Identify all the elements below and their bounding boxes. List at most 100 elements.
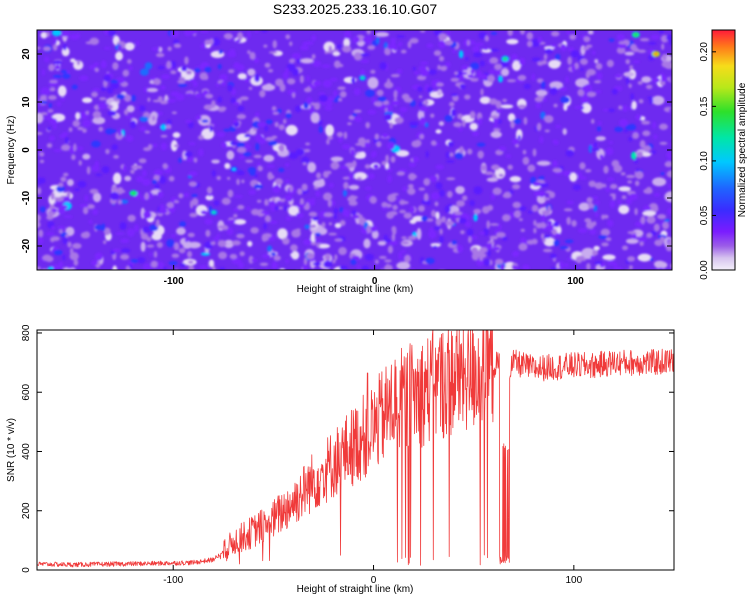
spectrogram-cell [69, 247, 74, 255]
spectrogram-cell [466, 39, 471, 46]
spectrogram-x-tick-label: 0 [372, 276, 378, 287]
spectrogram-cell [152, 115, 156, 121]
spectrogram-cell [189, 78, 196, 83]
spectrogram-cell [153, 169, 164, 176]
spectrogram-cell [500, 68, 510, 77]
spectrogram-cell [125, 115, 135, 119]
spectrogram-cell [61, 144, 71, 151]
spectrogram-cell [641, 76, 652, 83]
spectrogram-cell [339, 220, 346, 227]
spectrogram-cell [490, 48, 500, 52]
spectrogram-cell [138, 165, 143, 170]
spectrogram-cell [328, 222, 333, 226]
spectrogram-cell [209, 38, 214, 45]
spectrogram-cell [265, 83, 273, 89]
spectrogram-cell [351, 113, 358, 117]
spectrogram-cell [618, 186, 631, 192]
spectrogram-cell [364, 186, 372, 191]
spectrogram-cell [444, 205, 451, 214]
spectrogram-cell [91, 259, 98, 266]
spectrogram-cell [479, 96, 491, 105]
spectrogram-cell [430, 113, 435, 118]
spectrogram-cell [593, 142, 597, 148]
spectrogram-cell [343, 30, 352, 39]
spectrogram-cell [60, 69, 68, 74]
spectrogram-cell [563, 103, 568, 111]
spectrogram-cell [625, 238, 639, 244]
spectrogram-cell [459, 83, 466, 90]
spectrogram-cell [383, 271, 393, 278]
spectrogram-cell [629, 193, 639, 201]
spectrogram-cell [141, 195, 146, 201]
spectrogram-cell [445, 61, 451, 68]
spectrogram-cell [143, 210, 152, 219]
spectrogram-cell [418, 101, 423, 108]
spectrogram-cell [438, 40, 446, 49]
spectrogram-cell [210, 241, 216, 246]
spectrogram-cell [194, 67, 201, 73]
spectrogram-cell [322, 100, 326, 107]
spectrogram-cell [464, 216, 471, 220]
spectrogram-cell [423, 178, 431, 186]
spectrogram-cell [665, 245, 672, 252]
spectrogram-cell [144, 62, 153, 70]
spectrogram-cell [112, 265, 118, 270]
spectrogram-cell [641, 120, 651, 125]
spectrogram-cell [228, 69, 235, 74]
spectrogram-cell [595, 136, 606, 141]
spectrogram-cell [643, 145, 651, 152]
spectrogram-cell [511, 53, 518, 62]
spectrogram-cell [409, 121, 419, 126]
spectrogram-cell [532, 148, 537, 157]
spectrogram-cell [82, 119, 92, 128]
spectrogram-cell [341, 144, 352, 150]
spectrogram-cell [352, 35, 360, 44]
spectrogram-cell [465, 56, 469, 61]
spectrogram-cell [458, 217, 467, 224]
spectrogram-cell [404, 254, 411, 263]
spectrogram-cell [435, 211, 440, 220]
spectrogram-cell [139, 68, 149, 76]
spectrogram-cell [387, 174, 392, 184]
spectrogram-cell [588, 144, 593, 153]
spectrogram-cell [400, 49, 407, 54]
spectrogram-cell [306, 96, 313, 105]
snr-y-tick-label: 0 [21, 567, 32, 573]
figure-title: S233.2025.233.16.10.G07 [273, 1, 437, 17]
spectrogram-cell [356, 264, 361, 269]
spectrogram-cell [52, 43, 58, 51]
spectrogram-cell [494, 258, 504, 265]
spectrogram-cell [120, 238, 130, 244]
spectrogram-cell [195, 93, 202, 99]
spectrogram-cell [449, 101, 455, 107]
spectrogram-cell [387, 245, 394, 254]
spectrogram-cell [569, 34, 577, 41]
spectrogram-cell [632, 132, 639, 139]
spectrogram-cell [566, 200, 574, 205]
spectrogram-cell [178, 76, 185, 80]
spectrogram-cell [533, 227, 537, 234]
spectrogram-cell [640, 215, 646, 225]
spectrogram-cell [39, 206, 46, 213]
spectrogram-x-tick-label: -100 [164, 276, 184, 287]
spectrogram-cell [146, 244, 155, 248]
spectrogram-cell [279, 268, 286, 270]
spectrogram-cell [435, 164, 445, 170]
spectrogram-cell [412, 66, 416, 71]
spectrogram-cell [55, 64, 61, 70]
spectrogram-cell [136, 256, 146, 264]
spectrogram-cell [555, 124, 562, 129]
spectrogram-cell [495, 69, 501, 76]
spectrogram-cell [459, 146, 464, 154]
spectrogram-cell [490, 31, 498, 36]
spectrogram-cell [37, 131, 43, 136]
spectrogram-cell [614, 126, 624, 133]
spectrogram-cell [634, 180, 640, 187]
snr-y-tick-label: 800 [21, 324, 32, 341]
spectrogram-cell [326, 96, 335, 101]
spectrogram-cell [285, 34, 291, 40]
spectrogram-cell [343, 131, 348, 140]
spectrogram-cell [217, 96, 223, 103]
spectrogram-cell [333, 60, 341, 69]
spectrogram-cell [673, 175, 677, 178]
